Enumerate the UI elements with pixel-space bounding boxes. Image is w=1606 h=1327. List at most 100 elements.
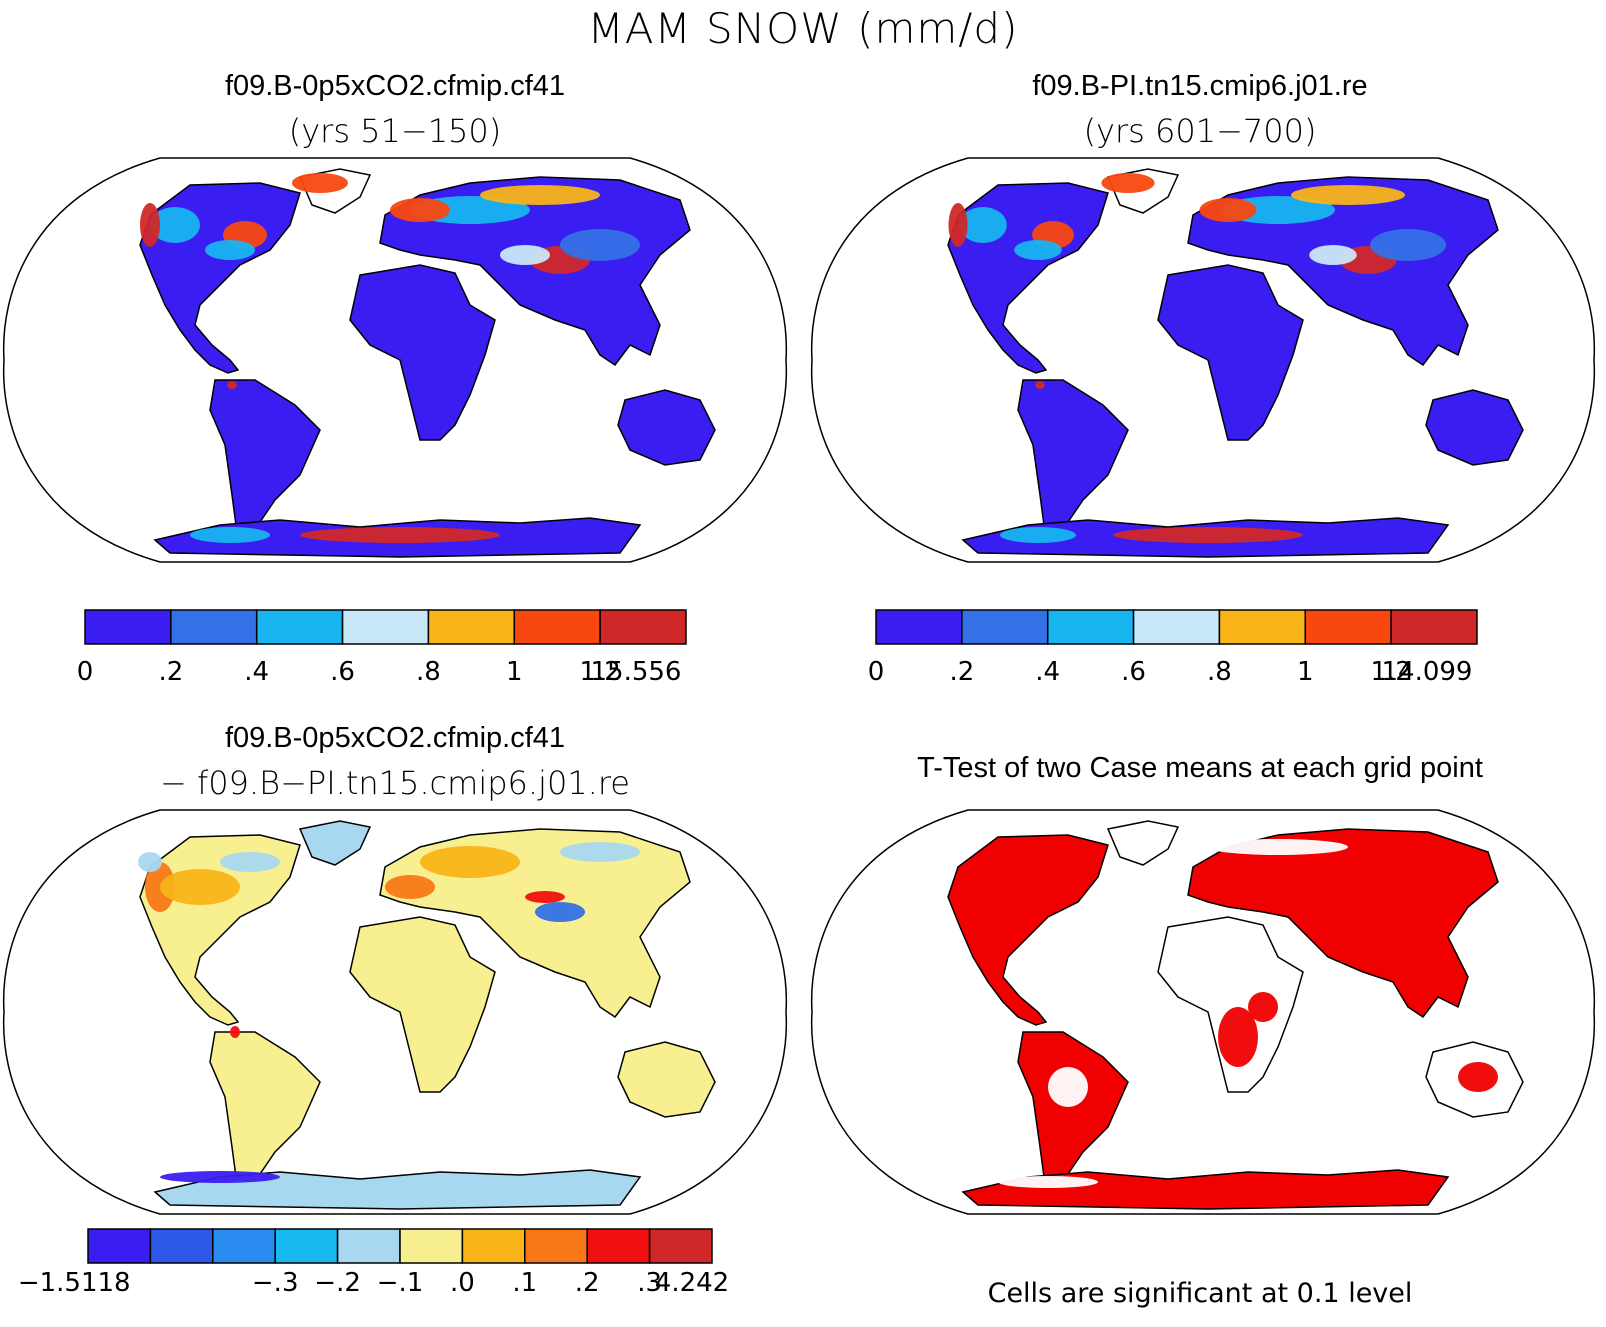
map-shading-patch xyxy=(420,846,520,878)
colorbar-box xyxy=(341,609,430,645)
map-shading-patch xyxy=(959,207,1007,243)
colorbar-tick-label: −.3 xyxy=(252,1268,299,1298)
colorbar-box xyxy=(513,609,601,645)
map-shading-patch xyxy=(1014,240,1062,260)
colorbar-tick-label: .2 xyxy=(158,657,183,687)
map-shading-patch xyxy=(205,240,255,260)
map-shading-patch xyxy=(1035,381,1045,389)
map-shading-patch xyxy=(948,203,968,247)
map-shading-patch xyxy=(535,902,585,922)
map-shading-patch xyxy=(160,1171,280,1183)
colorbar-tick-label: −1.5118 xyxy=(18,1268,131,1298)
colorbar-box xyxy=(1132,609,1221,645)
map-shading-patch xyxy=(138,852,162,872)
panel-subtitle-bottom-left: − f09.B−PI.tn15.cmip6.j01.re xyxy=(160,764,630,802)
land-antarctica xyxy=(153,1169,642,1210)
colorbar-tick-label: 4.242 xyxy=(655,1268,729,1298)
colorbar-tick-label: .8 xyxy=(1207,657,1232,687)
map-frame xyxy=(2,809,788,1215)
map-shading-patch xyxy=(1113,527,1303,543)
significance-note: Cells are significant at 0.1 level xyxy=(987,1278,1413,1309)
colorbar-tick-label: 0 xyxy=(77,657,94,687)
map-shading-patch xyxy=(385,875,435,899)
colorbar-box xyxy=(84,609,172,645)
map-frame xyxy=(810,157,1596,563)
map-content xyxy=(813,160,1593,560)
colorbar-box xyxy=(961,609,1049,645)
colorbar-box xyxy=(87,1228,152,1264)
land-eurasia xyxy=(379,176,691,367)
colorbar-box xyxy=(599,609,687,645)
colorbar-box xyxy=(170,609,258,645)
figure-title: MAM SNOW (mm/d) xyxy=(587,4,1019,53)
map-shading-patch xyxy=(998,1176,1098,1188)
panel-subtitle-top-left: (yrs 51−150) xyxy=(288,112,502,150)
colorbar-box xyxy=(427,609,516,645)
land-australia xyxy=(617,1041,716,1118)
colorbar-box xyxy=(1304,609,1392,645)
colorbar-box xyxy=(274,1228,339,1264)
colorbar-box xyxy=(586,1228,651,1264)
colorbar-tick-label: 1.2 xyxy=(1370,657,1411,687)
colorbar-box xyxy=(336,1228,401,1264)
map-shading-patch xyxy=(560,229,640,261)
colorbar-tick-label: .6 xyxy=(330,657,355,687)
colorbar-tick-label: .8 xyxy=(416,657,441,687)
map-shading-patch xyxy=(525,891,565,903)
map-shading-patch xyxy=(140,203,160,247)
colorbar-box xyxy=(399,1228,464,1264)
colorbar-tick-label: .4 xyxy=(244,657,269,687)
map-shading-patch xyxy=(500,245,550,265)
map-shading-patch xyxy=(150,207,200,243)
colorbar-tick-label: −.2 xyxy=(314,1268,361,1298)
panel-title-bottom-left: f09.B-0p5xCO2.cfmip.cf41 xyxy=(224,722,566,754)
colorbar-top-left: 0 .2 .4 .6 .8 1 1.215.556 xyxy=(77,609,687,687)
colorbar-tick-label: .2 xyxy=(949,657,974,687)
map-shading-patch xyxy=(390,198,450,222)
map-shading-patch xyxy=(220,852,280,872)
map-top-left xyxy=(2,157,788,563)
map-shading-patch xyxy=(1218,1007,1258,1067)
colorbar-tick-label: 15.556 xyxy=(591,657,682,687)
colorbar-tick-label: 0 xyxy=(868,657,885,687)
map-shading-patch xyxy=(1309,245,1357,265)
colorbar-box xyxy=(461,1228,526,1264)
map-shading-patch xyxy=(292,173,348,193)
land-eurasia xyxy=(1187,828,1499,1019)
colorbar-tick-label: 14.099 xyxy=(1382,657,1473,687)
panel-subtitle-top-right: (yrs 601−700) xyxy=(1083,112,1317,150)
colorbar-tick-label: 1.2 xyxy=(579,657,620,687)
panel-title-top-left: f09.B-0p5xCO2.cfmip.cf41 xyxy=(224,70,566,102)
map-shading-patch xyxy=(1000,527,1076,543)
colorbar-box xyxy=(255,609,344,645)
land-africa xyxy=(349,264,496,441)
map-content xyxy=(5,160,785,560)
map-shading-patch xyxy=(230,1026,240,1038)
map-frame xyxy=(2,157,788,563)
colorbar-box xyxy=(149,1228,214,1264)
map-shading-patch xyxy=(1291,185,1405,205)
map-shading-patch xyxy=(1199,198,1257,222)
land-africa xyxy=(349,916,496,1093)
map-shading-patch xyxy=(1178,937,1238,977)
map-shading-patch xyxy=(1048,1067,1088,1107)
map-bottom-left xyxy=(2,809,788,1215)
colorbar-tick-label: 1 xyxy=(1297,657,1314,687)
colorbar-tick-label: .2 xyxy=(575,1268,600,1298)
colorbar-tick-label: .4 xyxy=(1035,657,1060,687)
land-australia xyxy=(1425,389,1524,466)
colorbar-box xyxy=(648,1228,713,1264)
map-shading-patch xyxy=(560,842,640,862)
map-bottom-right xyxy=(810,809,1596,1215)
colorbar-tick-label: −.1 xyxy=(377,1268,424,1298)
land-australia xyxy=(617,389,716,466)
land-greenland xyxy=(1106,820,1180,866)
colorbar-box xyxy=(212,1228,276,1264)
colorbar-box xyxy=(1390,609,1478,645)
map-shading-patch xyxy=(480,185,600,205)
colorbar-bottom-left: −1.5118 −.3 −.2 −.1 .0 .1 .2 .34.242 xyxy=(18,1228,729,1298)
map-shading-patch xyxy=(160,869,240,905)
map-shading-patch xyxy=(1208,839,1348,855)
map-shading-patch xyxy=(300,527,500,543)
panel-title-bottom-right: T-Test of two Case means at each grid po… xyxy=(917,752,1483,784)
